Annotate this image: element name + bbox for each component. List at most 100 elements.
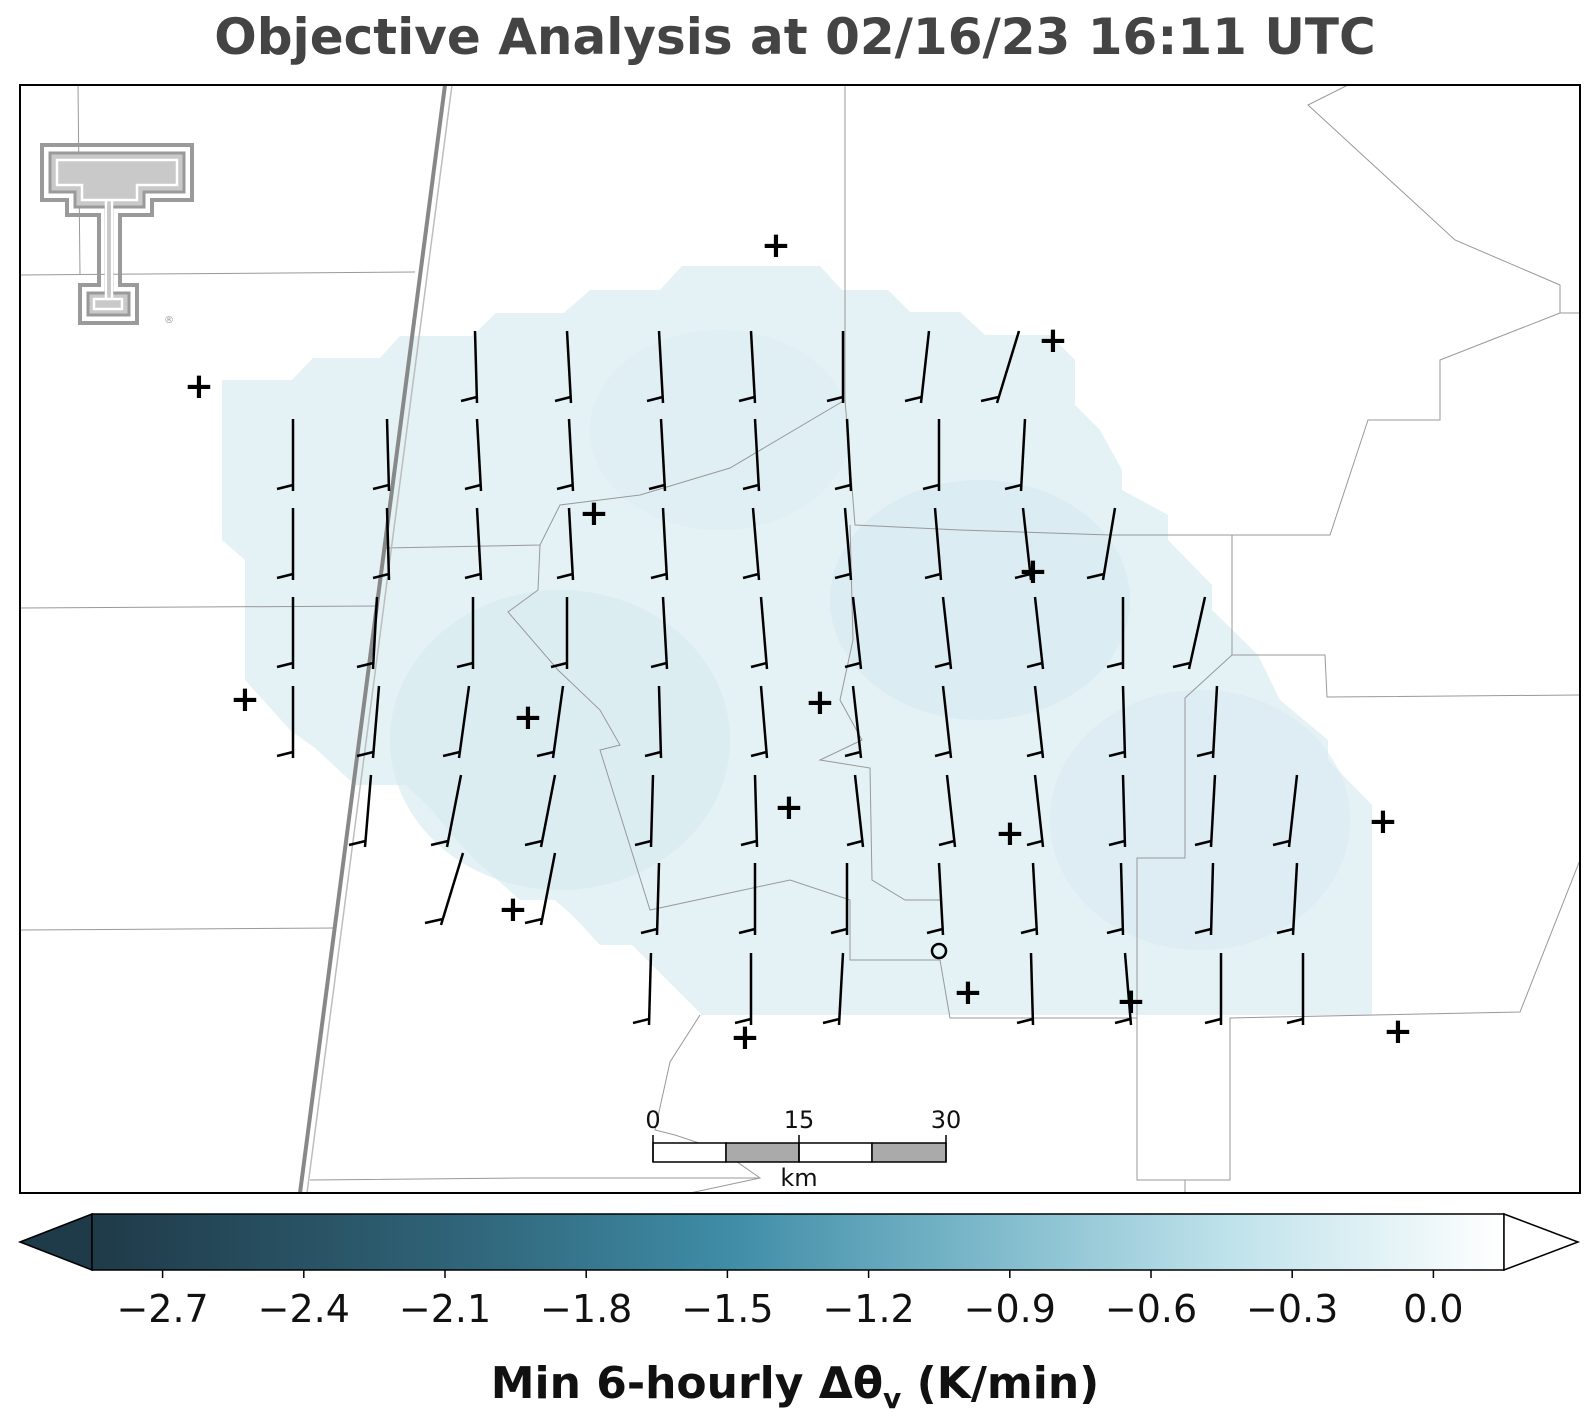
wind-barb-flag [924, 572, 941, 580]
wind-barb-flag [276, 572, 294, 580]
wind-barb-shaft [1019, 418, 1027, 492]
wind-barb-flag [904, 395, 922, 403]
wind-barb-flag [1194, 839, 1212, 847]
wind-barb-flag [524, 917, 543, 925]
wind-barb-flag [1086, 572, 1105, 580]
wind-barb-flag [1014, 572, 1031, 580]
wind-barb-flag [846, 839, 863, 847]
wind-barb-flag [738, 395, 755, 403]
station-marker: + [761, 225, 791, 266]
colorbar-tick-label: −1.5 [681, 1287, 773, 1331]
wind-barb-shaft [919, 330, 931, 404]
wind-barb-shaft [371, 685, 381, 759]
wind-barb-shaft [567, 507, 575, 581]
colorbar-tick-label: −2.1 [399, 1287, 491, 1331]
colorbar-label-units: (K/min) [901, 1358, 1100, 1409]
wind-barb-shaft [647, 952, 653, 1026]
station-marker: + [805, 682, 835, 723]
wind-barb-flag [460, 395, 478, 403]
wind-barb-shaft [1287, 774, 1299, 848]
wind-barb-shaft [1121, 685, 1127, 759]
wind-barb-flag [1106, 661, 1124, 669]
wind-barb-flag [1286, 1017, 1304, 1025]
wind-barb-shaft [475, 418, 483, 492]
wind-barb-flag [934, 750, 951, 758]
wind-barb-shaft [843, 507, 853, 581]
wind-barbs [276, 330, 1305, 1026]
wind-barb-shaft [1209, 862, 1215, 936]
wind-barb-flag [1196, 750, 1214, 758]
wind-barb-flag [276, 750, 294, 758]
wind-barb-shaft [649, 774, 655, 848]
wind-barb-shaft [851, 596, 863, 670]
colorbar-gradient [91, 1213, 1505, 1271]
wind-barb-flag [442, 750, 461, 758]
texas-tech-double-t-logo: ® [40, 143, 194, 326]
wind-barb-flag [550, 661, 568, 669]
colorbar-tick-label: −2.4 [258, 1287, 350, 1331]
wind-barb-shaft [661, 507, 669, 581]
wind-barb-flag [1276, 927, 1294, 935]
wind-barb-flag [1026, 750, 1043, 758]
wind-barb-shaft [363, 774, 373, 848]
wind-barb-flag [348, 839, 366, 847]
wind-barb-shaft [1031, 862, 1039, 936]
wind-barb-flag [430, 839, 449, 847]
wind-barb-flag [650, 572, 667, 580]
wind-barb-shaft [1033, 596, 1045, 670]
wind-barb-flag [554, 395, 571, 403]
wind-barb-flag [634, 839, 652, 847]
wind-barb-flag [632, 1017, 650, 1025]
wind-barb-flag [734, 1017, 752, 1025]
wind-barb-flag [276, 483, 294, 491]
wind-barb-shaft [1033, 774, 1045, 848]
wind-barb-flag [356, 661, 374, 669]
wind-barb-shaft [473, 330, 479, 404]
wind-barb-shaft [371, 596, 379, 670]
wind-barb-shaft [753, 418, 761, 492]
wind-barb-flag [1114, 1017, 1131, 1025]
wind-barb-flag [1172, 661, 1191, 669]
wind-barb-shaft [385, 507, 391, 581]
wind-barb-shaft [551, 685, 565, 759]
wind-barb-flag [1020, 927, 1037, 935]
scale-label-15: 15 [784, 1106, 815, 1134]
calm-wind-marker [930, 942, 948, 960]
station-marker: + [230, 679, 260, 720]
station-marker: + [953, 972, 983, 1013]
wind-barb-shaft [941, 685, 953, 759]
wind-barb-flag [464, 483, 481, 491]
wind-barb-flag [750, 750, 767, 758]
wind-barb-shaft [655, 862, 661, 936]
wind-barb-shaft [657, 330, 665, 404]
map-title: Objective Analysis at 02/16/23 16:11 UTC [214, 8, 1376, 66]
wind-barb-shaft [853, 774, 865, 848]
wind-barb-flag [640, 927, 658, 935]
wind-barb-flag [424, 917, 444, 925]
wind-barb-flag [1272, 839, 1290, 847]
station-marker: + [184, 366, 214, 407]
wind-barb-shaft [759, 596, 769, 670]
wind-barb-flag [276, 661, 294, 669]
wind-barb-shaft [1029, 952, 1035, 1026]
wind-barb-flag [934, 661, 951, 669]
wind-barb-shaft [565, 330, 573, 404]
wind-barb-flag [356, 750, 374, 758]
map-frame [19, 84, 1581, 1194]
colorbar-label: Min 6-hourly Δθv (K/min) [0, 1358, 1590, 1415]
wind-barb-shaft [749, 330, 757, 404]
wind-barb-flag [922, 483, 940, 491]
colorbar-ticks: −2.7 −2.4 −2.1 −1.8 −1.5 −1.2 −0.9 −0.6 −0.3 0.0 [116, 1270, 1464, 1331]
wind-barb-shaft [851, 685, 863, 759]
wind-barb-shaft [751, 507, 761, 581]
wind-barb-shaft [1211, 685, 1219, 759]
wind-barb-shaft [445, 774, 463, 848]
colorbar-tick-label: −1.8 [540, 1287, 632, 1331]
wind-barb-shaft [1187, 596, 1207, 670]
station-marker: + [774, 787, 804, 828]
wind-barb-shaft [1209, 774, 1217, 848]
colorbar-label-sub: v [883, 1381, 902, 1415]
wind-barb-flag [372, 483, 390, 491]
colorbar-tick-label: −2.7 [116, 1287, 208, 1331]
